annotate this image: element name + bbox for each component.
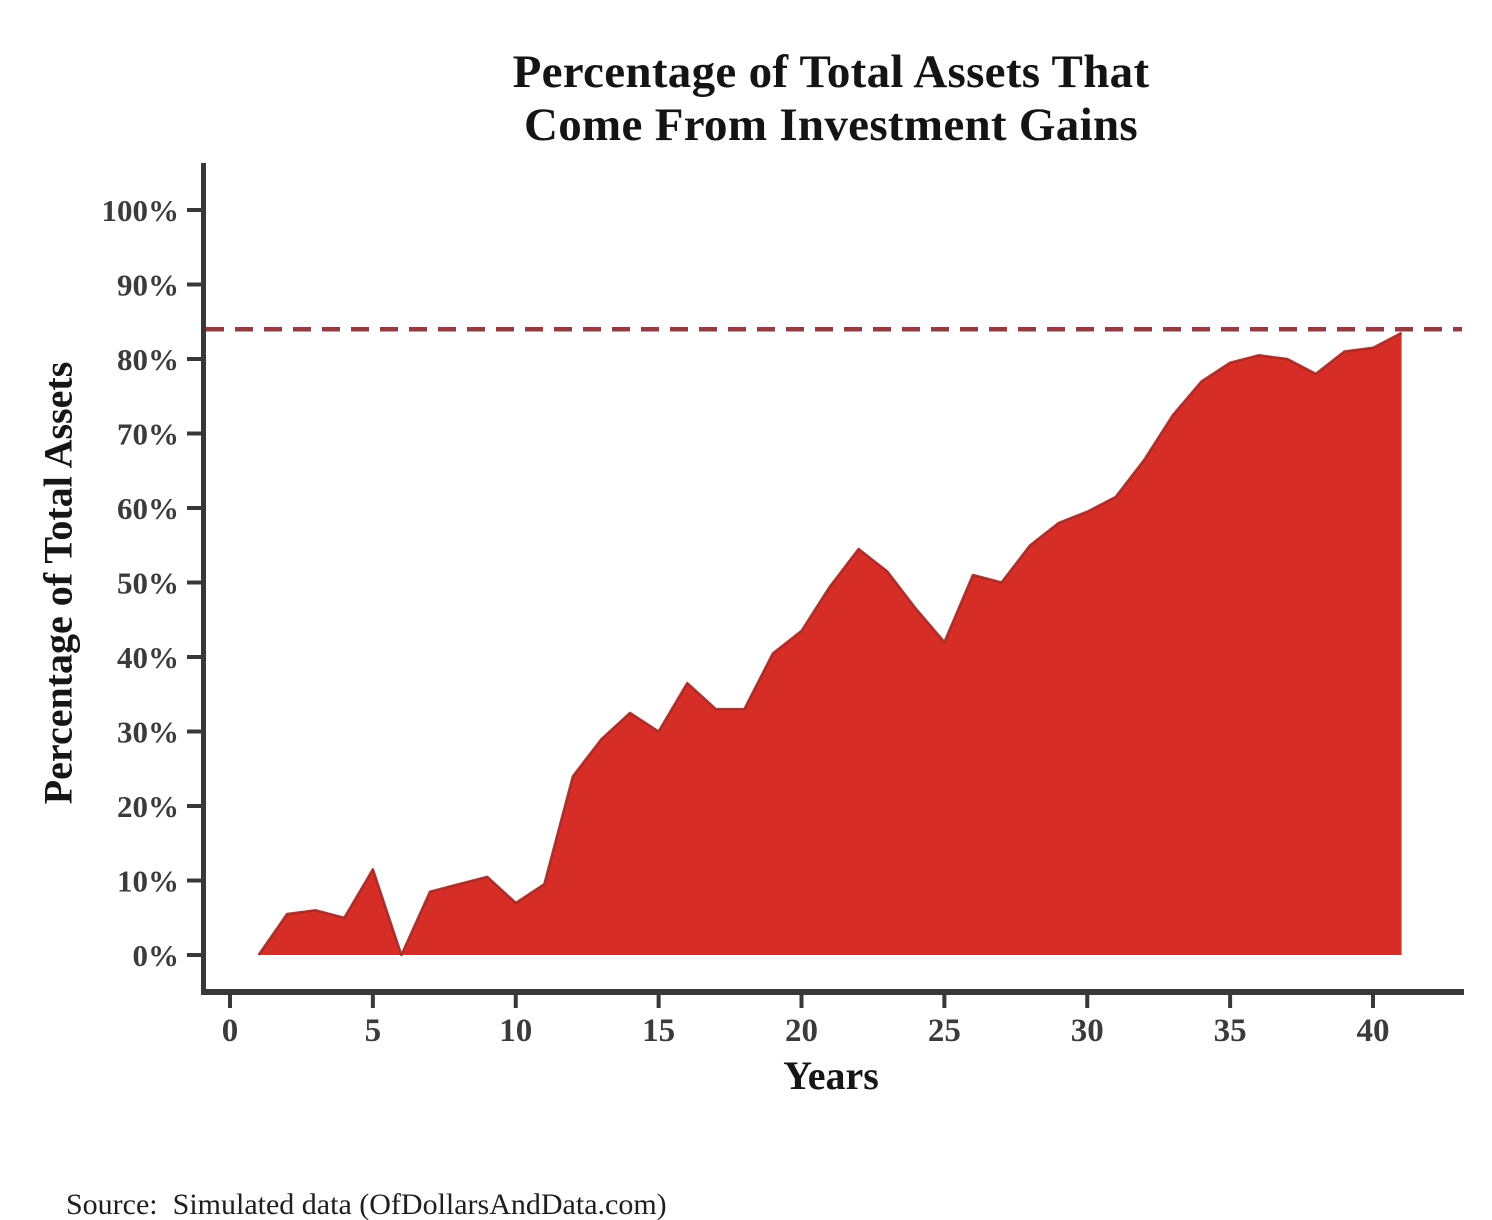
y-tick-label: 70% [117,417,179,452]
y-axis-title: Percentage of Total Assets [35,361,81,805]
axis-spine-bottom [201,989,1464,995]
x-tick-label: 40 [1357,1013,1390,1049]
y-tick [187,729,201,734]
x-tick-label: 30 [1071,1013,1104,1049]
y-tick-label: 50% [117,566,179,601]
y-tick [187,357,201,361]
chart-title: Percentage of Total Assets That Come Fro… [170,46,1492,152]
x-tick [228,995,232,1008]
footer: Source: Simulated data (OfDollarsAndData… [66,1110,974,1220]
x-tick [513,995,518,1008]
y-tick [187,506,201,510]
x-tick-label: 20 [785,1013,818,1049]
x-axis-title: Years [783,1053,879,1098]
y-tick [187,953,201,957]
x-tick [942,995,947,1008]
chart-title-line2: Come From Investment Gains [524,99,1138,152]
y-tick [187,208,201,212]
x-tick [1085,995,1090,1008]
y-tick [187,431,201,436]
x-tick [1228,995,1233,1008]
y-tick [187,878,201,883]
area-edge-line [257,331,1403,957]
y-tick-label: 40% [117,640,179,675]
y-tick-label: 100% [102,193,180,228]
y-tick [187,655,201,659]
y-tick-label: 0% [133,938,180,973]
x-tick [799,995,804,1008]
y-tick [187,580,201,585]
x-tick-label: 25 [928,1013,961,1049]
x-tick-label: 5 [365,1013,382,1049]
y-tick-label: 10% [117,864,179,899]
y-tick-label: 80% [117,342,179,377]
area-series [258,332,1402,955]
x-tick-label: 10 [499,1013,532,1049]
chart-title-line1: Percentage of Total Assets That [512,46,1150,98]
x-tick-label: 0 [222,1013,239,1049]
source-text: Source: Simulated data (OfDollarsAndData… [66,1188,667,1220]
x-tick [1371,995,1375,1008]
axis-spine-left [201,163,206,995]
y-tick-label: 90% [117,268,179,303]
y-tick-label: 60% [117,491,179,526]
y-tick-label: 30% [117,715,179,750]
x-tick-label: 35 [1214,1013,1247,1049]
y-tick [187,282,201,287]
x-tick [656,995,661,1008]
y-tick [187,804,201,808]
y-tick-label: 20% [117,789,179,824]
x-tick [370,995,375,1008]
x-tick-label: 15 [642,1013,675,1049]
